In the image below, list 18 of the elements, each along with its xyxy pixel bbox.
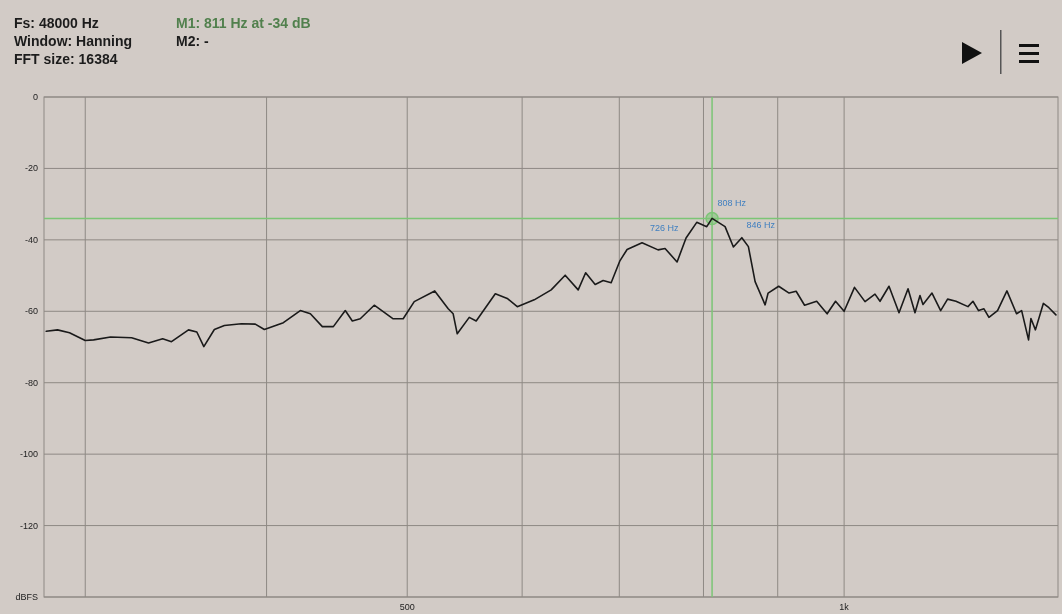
y-tick-label: dBFS [15, 592, 38, 602]
y-tick-label: -80 [24, 377, 38, 388]
y-tick-label: -20 [24, 163, 38, 174]
text: Fs: 48000 Hz [14, 15, 99, 31]
annotation: 846 Hz [746, 219, 776, 230]
text: FFT size: 16384 [14, 51, 118, 67]
y-tick-label: -100 [19, 449, 38, 460]
y-tick-label: 0 [32, 92, 38, 102]
y-tick-label: -120 [19, 520, 38, 531]
x-tick-label: 1k [839, 602, 850, 612]
y-tick-label: -60 [24, 306, 38, 317]
annotation: 726 Hz [650, 223, 680, 234]
y-tick-label: -40 [24, 234, 38, 245]
text: Window: Hanning [14, 33, 133, 49]
text: M1: 811 Hz at -34 dB [176, 15, 311, 31]
text: M2: - [176, 33, 209, 49]
annotation: 808 Hz [717, 198, 747, 209]
x-tick-label: 500 [399, 602, 415, 612]
